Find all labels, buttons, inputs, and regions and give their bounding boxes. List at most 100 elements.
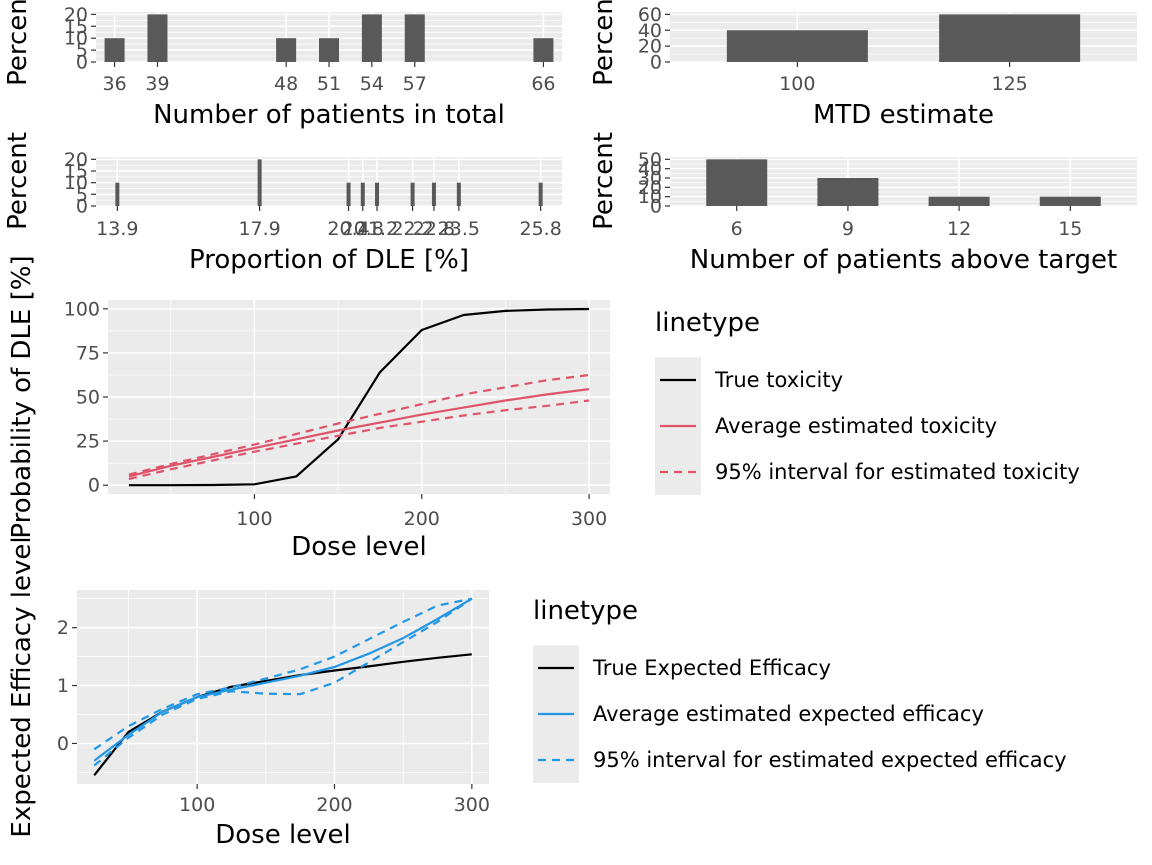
bar <box>147 14 168 63</box>
y-tick-label: 0 <box>650 52 662 74</box>
y-tick-label: 50 <box>76 387 100 409</box>
x-axis-title: Dose level <box>215 820 351 850</box>
x-tick-label: 20.8 <box>342 218 384 240</box>
bar <box>346 182 351 206</box>
legend-label: 95% interval for estimated expected effi… <box>593 748 1067 772</box>
legend-label: 95% interval for estimated toxicity <box>715 460 1080 484</box>
y-axis-title: Percent <box>3 0 33 86</box>
x-tick-label: 300 <box>454 794 490 816</box>
y-tick-label: 40 <box>638 20 662 42</box>
bar <box>538 182 543 206</box>
bar <box>1039 196 1101 206</box>
y-tick-label: 25 <box>76 431 100 453</box>
bar <box>361 14 382 63</box>
bar <box>817 178 879 206</box>
x-tick-label: 51 <box>317 73 341 95</box>
bar <box>257 159 262 206</box>
x-axis-title: Number of patients in total <box>153 100 505 130</box>
legend-label: Average estimated expected efficacy <box>593 702 984 726</box>
y-axis-title: Percent <box>3 132 33 230</box>
y-tick-label: 30 <box>638 168 662 190</box>
x-tick-label: 200 <box>316 794 352 816</box>
x-tick-label: 57 <box>403 73 427 95</box>
bar <box>104 38 125 62</box>
legend-title: linetype <box>655 308 760 338</box>
y-tick-label: 5 <box>76 40 88 62</box>
chart-panel-6: 0 1 2 100 200 300 Dose level Expected Efficacy … <box>7 536 1067 850</box>
y-tick-label: 20 <box>638 177 662 199</box>
y-tick-label: 60 <box>638 4 662 26</box>
legend: linetype True toxicity Average estimated t… <box>655 308 1080 495</box>
y-tick-label: 15 <box>64 161 88 183</box>
bar <box>706 159 768 206</box>
x-axis-title: MTD estimate <box>813 100 994 130</box>
x-tick-label: 17.9 <box>238 218 280 240</box>
y-axis-title: Expected Efficacy level <box>7 536 37 837</box>
bar <box>375 182 380 206</box>
bar <box>276 38 297 62</box>
series-line <box>93 597 473 762</box>
y-tick-label: 0 <box>76 52 88 74</box>
series-line <box>128 307 590 487</box>
bar <box>726 30 868 62</box>
x-tick-label: 300 <box>571 508 607 530</box>
y-axis-title: Percent <box>589 132 619 230</box>
x-tick-label: 6 <box>731 218 743 240</box>
x-tick-label: 22.2 <box>391 218 433 240</box>
y-tick-label: 1 <box>57 675 69 697</box>
y-tick-label: 0 <box>76 196 88 218</box>
x-tick-label: 15 <box>1058 218 1082 240</box>
plot-panel <box>96 157 562 206</box>
y-tick-label: 40 <box>638 158 662 180</box>
x-axis-title: Proportion of DLE [%] <box>189 245 469 275</box>
x-tick-label: 20.4 <box>327 218 369 240</box>
series-line <box>128 388 590 478</box>
x-axis-title: Dose level <box>291 532 427 562</box>
y-tick-label: 20 <box>64 149 88 171</box>
y-tick-label: 20 <box>638 36 662 58</box>
chart-panel-5: 0 25 50 75 100 100 200 300 Dose level Probability… <box>7 255 1080 562</box>
x-tick-label: 39 <box>145 73 169 95</box>
bar <box>115 182 120 206</box>
x-tick-label: 36 <box>102 73 126 95</box>
x-tick-label: 66 <box>531 73 555 95</box>
x-tick-label: 125 <box>992 73 1028 95</box>
y-tick-label: 50 <box>638 149 662 171</box>
bar <box>939 14 1081 63</box>
y-tick-label: 20 <box>64 4 88 26</box>
y-tick-label: 75 <box>76 342 100 364</box>
y-axis-title: Probability of DLE [%] <box>7 255 37 538</box>
series-line <box>93 597 473 767</box>
x-tick-label: 48 <box>274 73 298 95</box>
x-axis-title: Number of patients above target <box>690 245 1117 275</box>
legend-label: Average estimated toxicity <box>715 414 997 438</box>
x-tick-label: 200 <box>404 508 440 530</box>
bar <box>404 14 425 63</box>
x-tick-label: 13.9 <box>96 218 138 240</box>
y-tick-label: 5 <box>76 184 88 206</box>
series-line <box>93 597 473 751</box>
y-tick-label: 2 <box>57 617 69 639</box>
series-line <box>128 373 590 476</box>
bar <box>431 182 436 206</box>
legend-title: linetype <box>533 596 638 626</box>
y-tick-label: 15 <box>64 16 88 38</box>
x-tick-label: 100 <box>779 73 815 95</box>
legend-label: True toxicity <box>714 368 843 392</box>
bar <box>360 182 365 206</box>
x-tick-label: 25.8 <box>520 218 562 240</box>
x-tick-label: 22.8 <box>413 218 455 240</box>
x-tick-label: 100 <box>179 794 215 816</box>
legend-label: True Expected Efficacy <box>592 656 831 680</box>
y-tick-label: 100 <box>64 298 100 320</box>
x-tick-label: 54 <box>360 73 384 95</box>
x-tick-label: 100 <box>236 508 272 530</box>
plot-panel <box>77 590 489 784</box>
y-tick-label: 10 <box>638 186 662 208</box>
x-tick-label: 23.5 <box>438 218 480 240</box>
